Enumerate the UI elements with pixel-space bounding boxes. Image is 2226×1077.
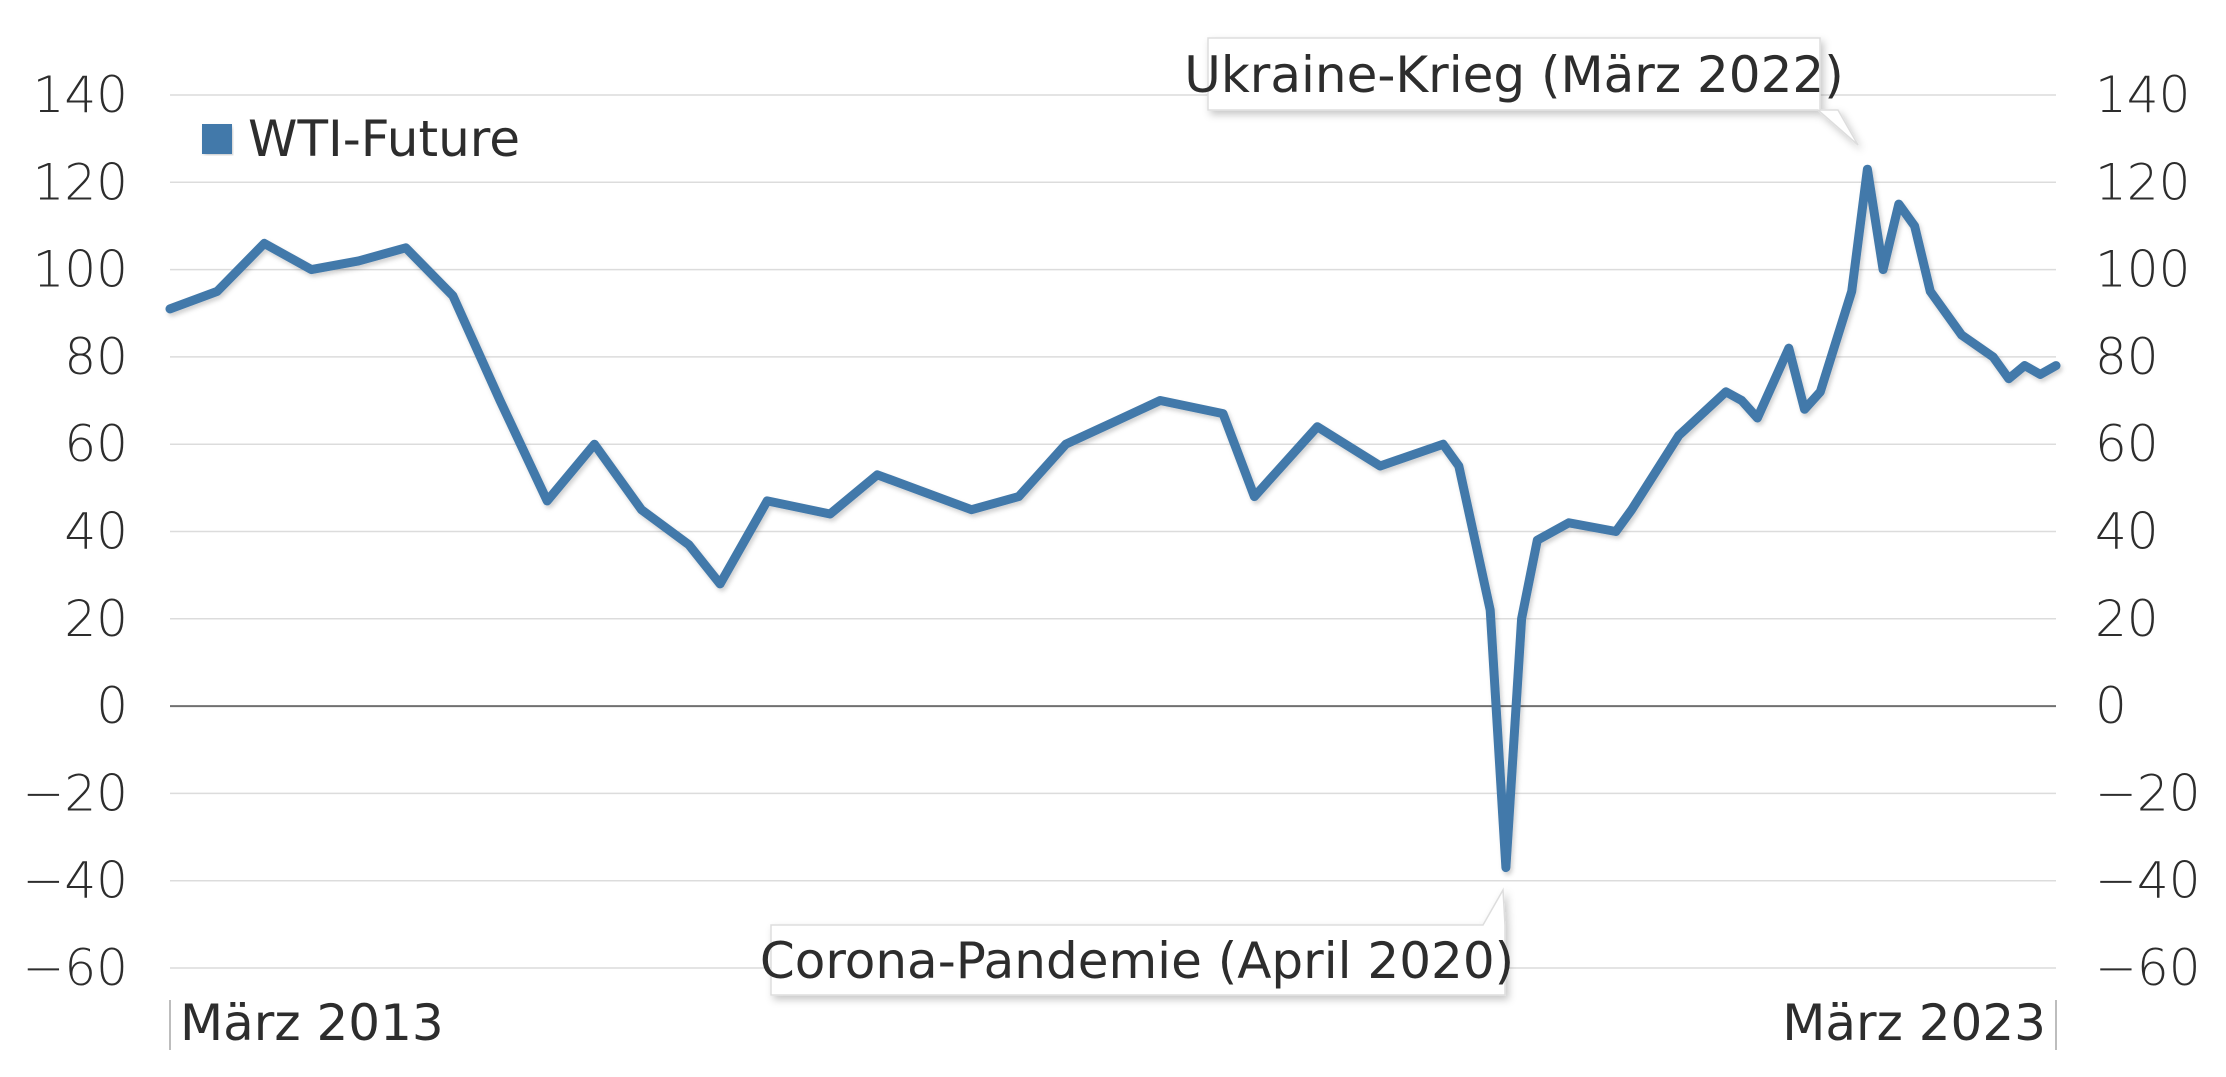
y-tick-label-left: −60 [22,939,128,997]
y-tick-label-right: −20 [2095,764,2201,822]
callout-corona-label: Corona-Pandemie (April 2020) [760,932,1514,990]
callout-ukraine-box [1207,37,1859,146]
y-tick-label-right: −60 [2095,939,2201,997]
x-tick-label-end: März 2023 [1782,994,2046,1052]
y-tick-label-right: 60 [2095,415,2159,473]
y-tick-label-left: 140 [33,66,128,124]
x-tick-label-start: März 2013 [180,994,444,1052]
legend-swatch [202,124,232,154]
y-tick-label-right: −40 [2095,852,2201,910]
y-tick-label-left: 120 [33,153,128,211]
y-tick-label-left: 0 [96,677,128,735]
y-tick-label-right: 140 [2095,66,2190,124]
x-axis: März 2013 März 2023 [169,994,2057,1052]
y-tick-label-left: −40 [22,852,128,910]
series-wti-future [165,164,2061,873]
y-tick-label-left: 20 [64,590,128,648]
y-tick-label-right: 20 [2095,590,2159,648]
y-tick-label-right: 0 [2095,677,2127,735]
y-axis-left: −60 −40 −20 0 20 40 60 80 100 120 140 [22,66,128,997]
legend: WTI-Future [202,110,520,168]
y-tick-label-left: −20 [22,764,128,822]
callout-ukraine-label: Ukraine-Krieg (März 2022) [1184,46,1844,104]
y-tick-label-right: 80 [2095,328,2159,386]
y-axis-right: −60 −40 −20 0 20 40 60 80 100 120 140 [2095,66,2201,997]
y-tick-label-left: 40 [64,503,128,561]
y-tick-label-left: 100 [33,241,128,299]
y-tick-label-right: 40 [2095,503,2159,561]
callout-corona-box [770,887,1506,996]
callout-ukraine: Ukraine-Krieg (März 2022) [1184,37,1859,146]
y-tick-label-left: 80 [64,328,128,386]
grid-lines [170,94,2056,969]
legend-label: WTI-Future [248,110,520,168]
callout-corona: Corona-Pandemie (April 2020) [760,887,1514,996]
y-tick-label-right: 120 [2095,153,2190,211]
y-tick-label-left: 60 [64,415,128,473]
y-tick-label-right: 100 [2095,241,2190,299]
series-line [165,164,2061,873]
